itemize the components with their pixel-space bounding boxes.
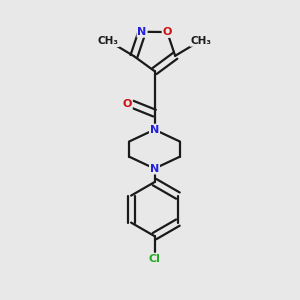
Text: N: N: [150, 164, 159, 174]
Text: N: N: [137, 27, 147, 37]
Text: O: O: [163, 27, 172, 37]
Text: O: O: [122, 99, 132, 109]
Text: Cl: Cl: [148, 254, 160, 264]
Text: N: N: [150, 124, 159, 135]
Text: CH₃: CH₃: [98, 36, 119, 46]
Text: CH₃: CH₃: [190, 36, 211, 46]
